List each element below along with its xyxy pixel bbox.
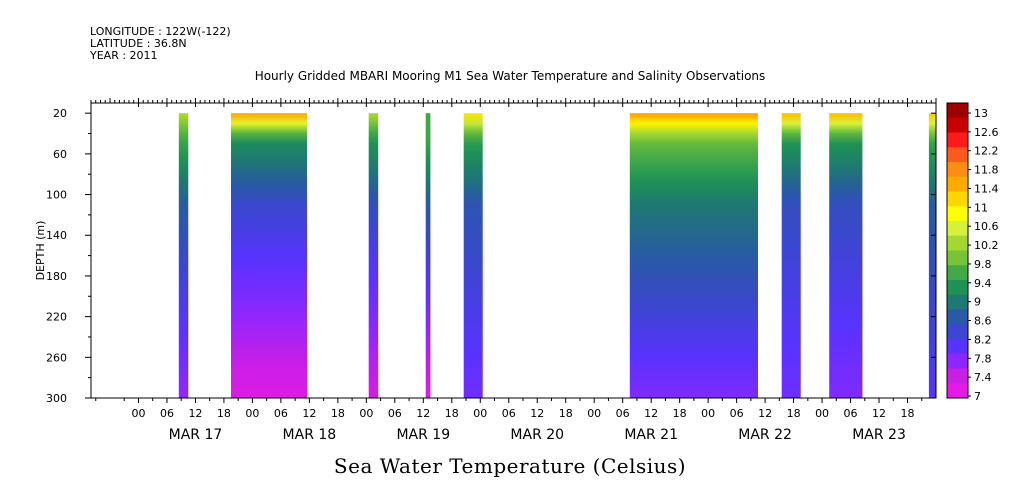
data-segment xyxy=(829,113,863,398)
x-day-label: MAR 17 xyxy=(169,427,223,443)
colorbar-label: 12.6 xyxy=(974,126,999,139)
plot-frame xyxy=(90,102,937,399)
x-day-label: MAR 20 xyxy=(510,427,564,443)
colorbar-swatch xyxy=(947,221,968,237)
colorbar-label: 9 xyxy=(974,296,981,309)
y-axis-label: DEPTH (m) xyxy=(34,221,47,281)
data-segment xyxy=(231,113,307,398)
colorbar-swatch xyxy=(947,383,968,399)
colorbar-swatch xyxy=(947,339,968,355)
colorbar-label: 7.4 xyxy=(974,371,992,384)
colorbar-label: 11.8 xyxy=(974,164,999,177)
x-tick-label: 12 xyxy=(530,407,544,420)
x-tick-label: 18 xyxy=(331,407,345,420)
x-tick-label: 06 xyxy=(730,407,744,420)
colorbar-swatch xyxy=(947,206,968,222)
colorbar-swatch xyxy=(947,280,968,296)
x-tick-label: 18 xyxy=(559,407,573,420)
x-tick-label: 00 xyxy=(587,407,601,420)
data-segment xyxy=(928,113,936,398)
data-segment xyxy=(368,113,379,398)
colorbar-label: 11 xyxy=(974,201,988,214)
x-tick-label: 00 xyxy=(473,407,487,420)
y-tick-label: 140 xyxy=(46,229,67,242)
x-tick-label: 00 xyxy=(359,407,373,420)
chart-title: Hourly Gridded MBARI Mooring M1 Sea Wate… xyxy=(254,69,766,83)
x-tick-label: 18 xyxy=(217,407,231,420)
colorbar-label: 11.4 xyxy=(974,182,999,195)
y-tick-label: 220 xyxy=(46,311,67,324)
y-tick-label: 300 xyxy=(46,392,67,405)
colorbar-label: 8.6 xyxy=(974,315,992,328)
x-tick-label: 06 xyxy=(502,407,516,420)
x-tick-label: 06 xyxy=(616,407,630,420)
x-tick-label: 12 xyxy=(872,407,886,420)
colorbar-swatch xyxy=(947,132,968,148)
colorbar-label: 10.2 xyxy=(974,239,999,252)
x-tick-label: 12 xyxy=(644,407,658,420)
year-label: YEAR : 2011 xyxy=(90,49,158,62)
x-tick-label: 18 xyxy=(673,407,687,420)
colorbar-label: 10.6 xyxy=(974,220,999,233)
colorbar-label: 8.2 xyxy=(974,333,992,346)
x-tick-label: 12 xyxy=(758,407,772,420)
x-day-label: MAR 18 xyxy=(283,427,337,443)
x-tick-label: 00 xyxy=(701,407,715,420)
colorbar-frame xyxy=(946,102,969,399)
x-tick-label: 00 xyxy=(131,407,145,420)
latitude-label: LATITUDE : 36.8N xyxy=(90,37,187,50)
colorbar-title: Sea Water Temperature (Celsius) xyxy=(333,454,687,478)
x-tick-label: 06 xyxy=(388,407,402,420)
colorbar-swatch xyxy=(947,294,968,310)
colorbar-swatch xyxy=(947,353,968,369)
x-tick-label: 18 xyxy=(787,407,801,420)
data-segment xyxy=(425,113,431,398)
data-segment xyxy=(781,113,801,398)
colorbar-label: 7.8 xyxy=(974,352,992,365)
colorbar-swatch xyxy=(947,117,968,133)
x-tick-label: 06 xyxy=(274,407,288,420)
x-tick-label: 12 xyxy=(302,407,316,420)
colorbar-swatch xyxy=(947,235,968,251)
colorbar-swatch xyxy=(947,250,968,266)
x-tick-label: 12 xyxy=(416,407,430,420)
y-tick-label: 20 xyxy=(53,107,67,120)
data-segment xyxy=(629,113,758,398)
colorbar-swatch xyxy=(947,103,968,119)
data-segment xyxy=(178,113,189,398)
colorbar-label: 12.2 xyxy=(974,145,999,158)
colorbar-swatch xyxy=(947,162,968,178)
colorbar-swatch xyxy=(947,265,968,281)
colorbar-label: 9.8 xyxy=(974,258,992,271)
x-day-label: MAR 19 xyxy=(396,427,450,443)
x-tick-label: 12 xyxy=(188,407,202,420)
y-tick-label: 260 xyxy=(46,351,67,364)
x-day-label: MAR 23 xyxy=(852,427,906,443)
colorbar-label: 7 xyxy=(974,390,981,403)
x-tick-label: 00 xyxy=(245,407,259,420)
x-tick-label: 18 xyxy=(901,407,915,420)
x-tick-label: 00 xyxy=(815,407,829,420)
x-day-label: MAR 22 xyxy=(738,427,792,443)
colorbar-swatch xyxy=(947,147,968,163)
y-tick-label: 60 xyxy=(53,148,67,161)
y-tick-label: 100 xyxy=(46,189,67,202)
x-tick-label: 06 xyxy=(844,407,858,420)
colorbar-swatch xyxy=(947,191,968,207)
colorbar-label: 13 xyxy=(974,107,988,120)
data-segment xyxy=(463,113,483,398)
x-tick-label: 18 xyxy=(445,407,459,420)
colorbar-swatch xyxy=(947,176,968,192)
x-day-label: MAR 21 xyxy=(624,427,678,443)
colorbar-swatch xyxy=(947,368,968,384)
colorbar-swatch xyxy=(947,324,968,340)
y-tick-label: 180 xyxy=(46,270,67,283)
colorbar-label: 9.4 xyxy=(974,277,992,290)
colorbar-swatch xyxy=(947,309,968,325)
x-tick-label: 06 xyxy=(160,407,174,420)
longitude-label: LONGITUDE : 122W(-122) xyxy=(90,25,231,38)
